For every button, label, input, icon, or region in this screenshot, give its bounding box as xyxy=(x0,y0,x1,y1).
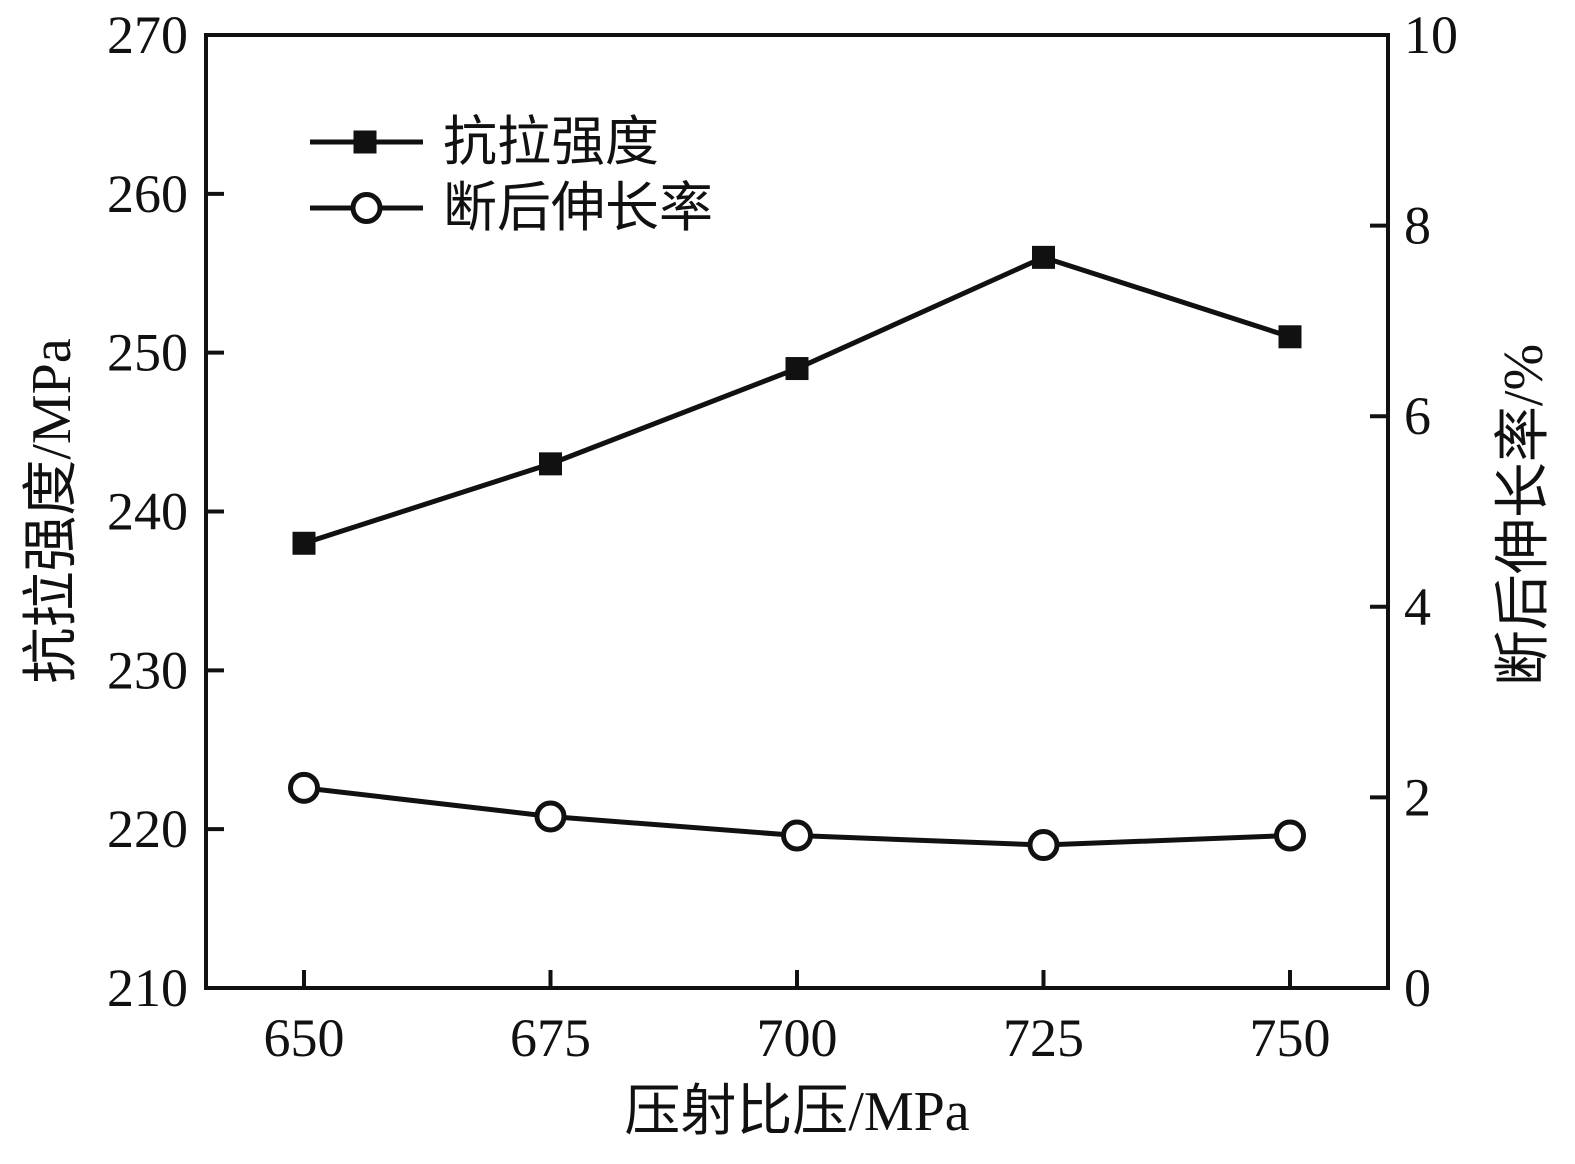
left-axis-title: 抗拉强度/MPa xyxy=(21,338,83,683)
left-axis-tick-label: 260 xyxy=(107,164,188,224)
legend-label-tensile-strength: 抗拉强度 xyxy=(443,112,659,172)
right-axis-title: 断后伸长率/% xyxy=(1493,344,1555,686)
data-point-filled-square xyxy=(785,357,809,381)
data-point-open-circle xyxy=(1027,829,1060,862)
open-circle-marker-icon xyxy=(350,192,383,224)
right-axis-tick-label: 0 xyxy=(1404,958,1431,1018)
legend-label-elongation: 断后伸长率 xyxy=(443,178,713,238)
data-point-open-circle xyxy=(534,800,567,833)
legend-item-tensile-strength: 抗拉强度 xyxy=(310,112,659,172)
x-axis-title: 压射比压/MPa xyxy=(624,1081,969,1143)
left-axis-tick-label: 270 xyxy=(107,5,188,65)
left-axis-tick-label: 210 xyxy=(107,958,188,1018)
legend-item-elongation: 断后伸长率 xyxy=(310,178,713,238)
left-axis-tick-label: 240 xyxy=(107,482,188,542)
left-axis-tick-label: 250 xyxy=(107,323,188,383)
data-point-open-circle xyxy=(781,819,813,852)
data-point-filled-square xyxy=(1278,325,1302,349)
x-axis-tick-label: 700 xyxy=(757,1008,838,1068)
right-axis-tick-label: 10 xyxy=(1404,5,1458,65)
left-axis-tick-label: 230 xyxy=(107,640,188,700)
left-axis-tick-label: 220 xyxy=(107,799,188,859)
data-point-open-circle xyxy=(1274,819,1306,852)
right-axis-tick-label: 4 xyxy=(1404,577,1431,637)
data-point-filled-square xyxy=(539,452,562,476)
x-axis-tick-label: 725 xyxy=(1003,1008,1084,1068)
data-point-filled-square xyxy=(292,531,316,555)
x-axis-tick-label: 675 xyxy=(510,1008,591,1068)
right-axis-tick-label: 2 xyxy=(1404,767,1431,827)
x-axis-tick-label: 750 xyxy=(1250,1008,1331,1068)
right-axis-tick-label: 6 xyxy=(1404,386,1431,446)
data-point-open-circle xyxy=(288,771,320,804)
filled-square-marker-icon xyxy=(353,130,377,154)
data-point-filled-square xyxy=(1032,245,1055,269)
x-axis-tick-label: 650 xyxy=(264,1008,345,1068)
right-axis-tick-label: 8 xyxy=(1404,196,1431,256)
series-line-filled-square xyxy=(303,254,1291,546)
legend: 抗拉强度 断后伸长率 xyxy=(310,112,713,238)
series-layer xyxy=(288,245,1306,862)
